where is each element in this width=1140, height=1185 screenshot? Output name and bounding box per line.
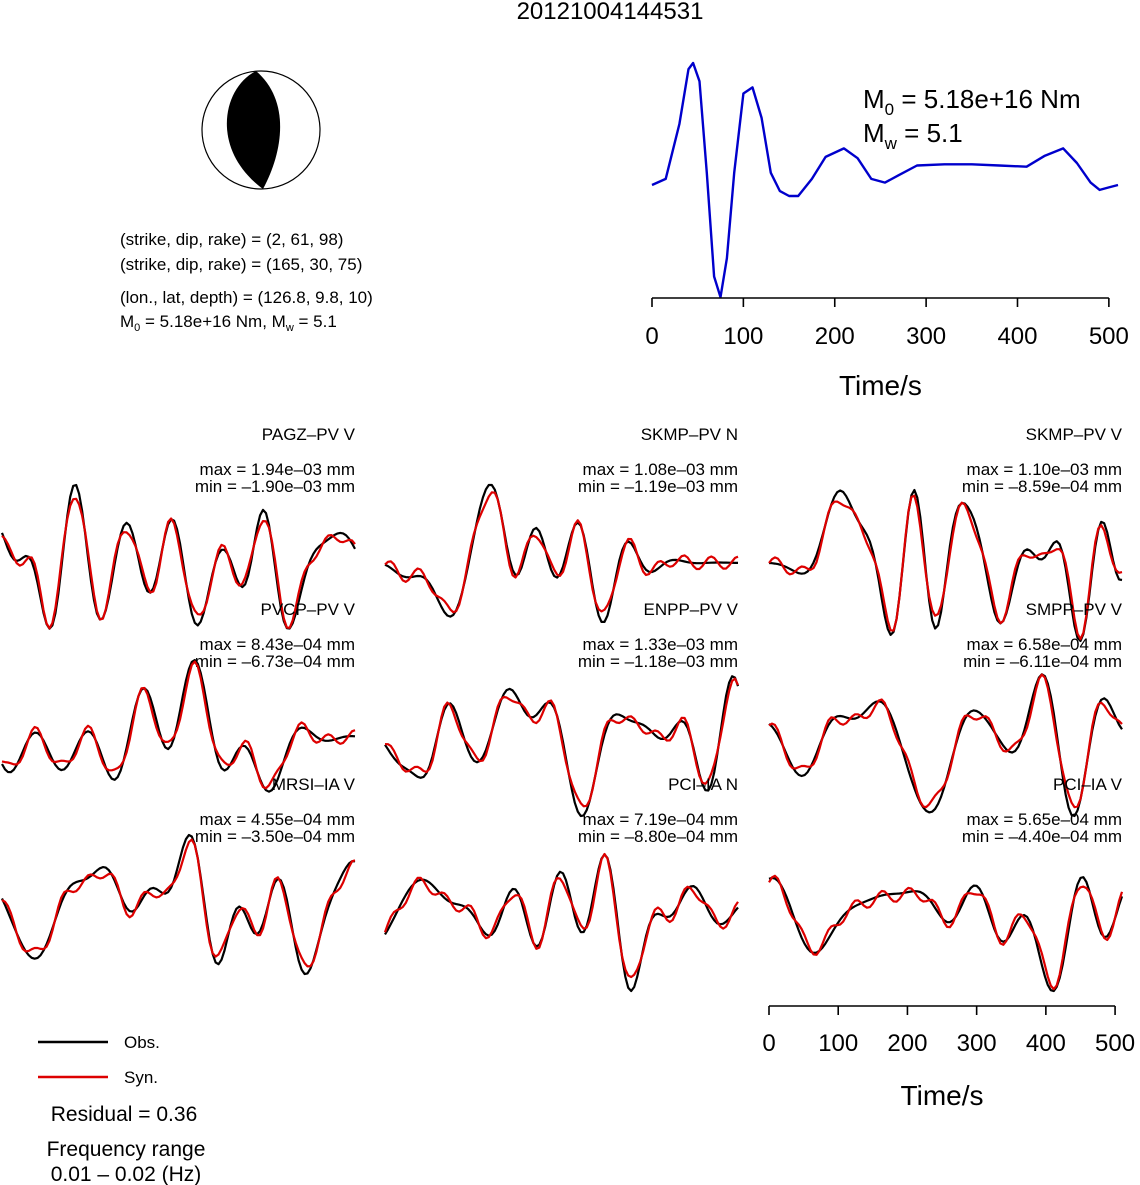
event-location: (lon., lat, depth) = (126.8, 9.8, 10) [120, 288, 373, 307]
station-label: PCI–IA V [1053, 775, 1123, 794]
min-amplitude-label: min = –1.19e–03 mm [578, 477, 738, 496]
stf-x-axis-label: Time/s [839, 370, 922, 401]
frequency-range-value: 0.01 – 0.02 (Hz) [51, 1163, 202, 1185]
waveform-x-tick-label: 400 [1026, 1030, 1066, 1057]
synthetic-trace [1, 660, 356, 790]
station-label: PAGZ–PV V [262, 425, 356, 444]
beachball-solution-1: (strike, dip, rake) = (2, 61, 98) [120, 230, 343, 249]
station-label: SMPP–PV V [1026, 600, 1123, 619]
waveform-x-tick-label: 500 [1095, 1030, 1135, 1057]
synthetic-trace [1, 497, 356, 630]
stf-x-tick-label: 0 [645, 323, 658, 350]
min-amplitude-label: min = –6.11e–04 mm [963, 652, 1122, 671]
station-label: PCI–IA N [668, 775, 738, 794]
stf-x-tick-label: 400 [997, 323, 1037, 350]
station-label: PVCP–PV V [261, 600, 356, 619]
synthetic-trace [1, 838, 356, 968]
figure-title: 20121004144531 [517, 0, 704, 25]
synthetic-trace [383, 852, 739, 979]
station-label: SKMP–PV V [1026, 425, 1123, 444]
waveform-x-tick-label: 0 [762, 1030, 775, 1057]
min-amplitude-label: min = –6.73e–04 mm [195, 652, 355, 671]
station-label: ENPP–PV V [644, 600, 739, 619]
synthetic-trace [768, 673, 1123, 809]
synthetic-trace [384, 677, 739, 808]
observed-trace [384, 853, 739, 993]
max-amplitude-label: max = 6.58e–04 mm [967, 635, 1122, 654]
legend-syn-label: Syn. [124, 1068, 158, 1087]
event-moment: M0 = 5.18e+16 Nm, Mw = 5.1 [120, 312, 337, 334]
stf-series-line [651, 61, 1119, 299]
observed-trace [384, 675, 740, 818]
station-label: MRSI–IA V [272, 775, 356, 794]
stf-x-tick-label: 200 [815, 323, 855, 350]
beachball-compressional-quadrant [226, 71, 281, 189]
stf-magnitude-label: Mw = 5.1 [863, 118, 963, 153]
observed-trace [768, 876, 1124, 993]
min-amplitude-label: min = –3.50e–04 mm [195, 827, 355, 846]
synthetic-trace [768, 874, 1124, 991]
beachball [201, 70, 321, 190]
max-amplitude-label: max = 1.10e–03 mm [967, 460, 1122, 479]
waveform-x-axis-label: Time/s [901, 1080, 984, 1111]
frequency-range-title: Frequency range [47, 1138, 206, 1161]
max-amplitude-label: max = 1.08e–03 mm [583, 460, 738, 479]
min-amplitude-label: min = –8.80e–04 mm [578, 827, 738, 846]
stf-x-tick-label: 300 [906, 323, 946, 350]
beachball-solution-2: (strike, dip, rake) = (165, 30, 75) [120, 255, 362, 274]
stf-x-tick-label: 500 [1089, 323, 1129, 350]
max-amplitude-label: max = 5.65e–04 mm [967, 810, 1122, 829]
station-label: SKMP–PV N [641, 425, 738, 444]
stf-plot: 0 100 200 300 400 500 Time/s [645, 61, 1129, 401]
synthetic-trace [768, 494, 1123, 641]
synthetic-trace [384, 491, 739, 614]
max-amplitude-label: max = 1.94e–03 mm [200, 460, 355, 479]
residual-label: Residual = 0.36 [51, 1103, 198, 1126]
max-amplitude-label: max = 8.43e–04 mm [200, 635, 355, 654]
legend-obs-label: Obs. [124, 1033, 160, 1052]
waveform-x-tick-label: 100 [818, 1030, 858, 1057]
waveform-x-tick-label: 300 [957, 1030, 997, 1057]
max-amplitude-label: max = 4.55e–04 mm [200, 810, 355, 829]
min-amplitude-label: min = –8.59e–04 mm [962, 477, 1122, 496]
min-amplitude-label: min = –1.90e–03 mm [195, 477, 355, 496]
max-amplitude-label: max = 1.33e–03 mm [583, 635, 738, 654]
stf-x-tick-label: 100 [723, 323, 763, 350]
max-amplitude-label: max = 7.19e–04 mm [583, 810, 738, 829]
min-amplitude-label: min = –4.40e–04 mm [962, 827, 1122, 846]
min-amplitude-label: min = –1.18e–03 mm [578, 652, 738, 671]
legend: Obs. Syn. [38, 1033, 160, 1087]
stf-moment-label: M0 = 5.18e+16 Nm [863, 84, 1081, 119]
observed-trace [1, 833, 356, 976]
waveform-x-tick-label: 200 [887, 1030, 927, 1057]
